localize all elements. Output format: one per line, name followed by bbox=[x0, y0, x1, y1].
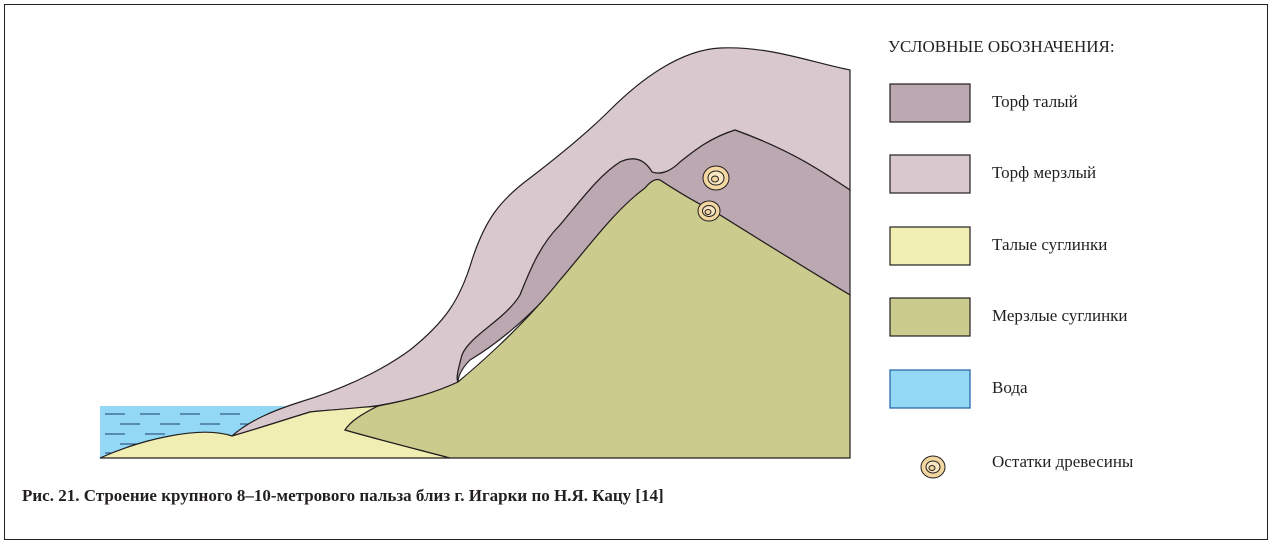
legend-label: Остатки древесины bbox=[992, 452, 1134, 471]
legend-label: Вода bbox=[992, 378, 1028, 397]
legend-title: УСЛОВНЫЕ ОБОЗНАЧЕНИЯ: bbox=[888, 37, 1115, 56]
legend-swatch bbox=[890, 155, 970, 193]
figure: УСЛОВНЫЕ ОБОЗНАЧЕНИЯ: Торф талый Торф ме… bbox=[0, 0, 1272, 546]
legend-label: Торф талый bbox=[992, 92, 1078, 111]
legend-swatch bbox=[890, 298, 970, 336]
page: УСЛОВНЫЕ ОБОЗНАЧЕНИЯ: Торф талый Торф ме… bbox=[0, 0, 1272, 546]
legend-swatch bbox=[890, 370, 970, 408]
legend-label: Талые суглинки bbox=[992, 235, 1107, 254]
legend-label: Торф мерзлый bbox=[992, 163, 1096, 182]
legend-swatch bbox=[890, 227, 970, 265]
legend-label: Мерзлые суглинки bbox=[992, 306, 1128, 325]
legend-icon bbox=[921, 456, 945, 478]
legend-swatch bbox=[890, 84, 970, 122]
caption: Рис. 21. Строение крупного 8–10-метровог… bbox=[22, 486, 664, 505]
